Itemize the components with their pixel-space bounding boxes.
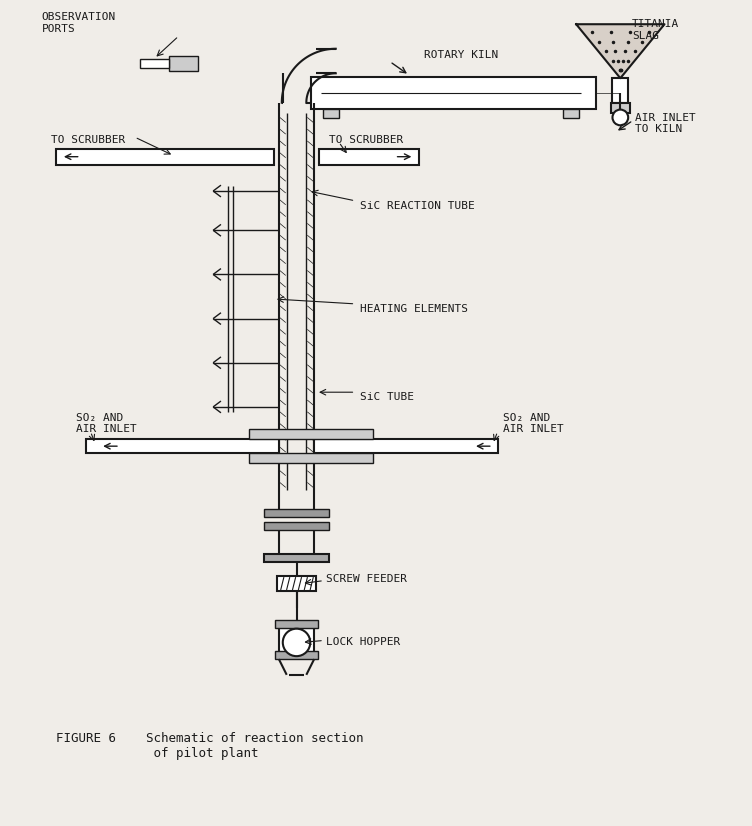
Text: TITANIA
SLAG: TITANIA SLAG	[632, 19, 679, 41]
Text: SCREW FEEDER: SCREW FEEDER	[326, 573, 407, 584]
Text: SO₂ AND
AIR INLET: SO₂ AND AIR INLET	[502, 413, 563, 434]
Text: FIGURE 6    Schematic of reaction section
             of pilot plant: FIGURE 6 Schematic of reaction section o…	[56, 732, 364, 760]
Text: ROTARY KILN: ROTARY KILN	[424, 50, 499, 59]
Bar	[279, 628, 314, 657]
Circle shape	[612, 110, 628, 126]
Bar	[264, 522, 329, 529]
Circle shape	[283, 629, 311, 656]
Bar	[275, 651, 318, 659]
Bar	[264, 509, 329, 517]
Text: HEATING ELEMENTS: HEATING ELEMENTS	[360, 304, 468, 314]
Bar	[311, 77, 596, 108]
Bar	[250, 430, 373, 439]
Bar	[277, 576, 316, 591]
Text: TO SCRUBBER: TO SCRUBBER	[51, 135, 126, 145]
Bar	[323, 108, 338, 118]
Text: LOCK HOPPER: LOCK HOPPER	[326, 638, 400, 648]
Bar	[319, 149, 419, 164]
Bar	[563, 108, 579, 118]
Text: SO₂ AND
AIR INLET: SO₂ AND AIR INLET	[76, 413, 136, 434]
Text: SiC TUBE: SiC TUBE	[360, 392, 414, 402]
Bar	[611, 102, 630, 112]
Bar	[86, 439, 279, 453]
Text: OBSERVATION
PORTS: OBSERVATION PORTS	[41, 12, 116, 34]
Polygon shape	[576, 24, 665, 78]
Text: AIR INLET
TO KILN: AIR INLET TO KILN	[635, 112, 696, 134]
Bar	[275, 620, 318, 628]
Bar	[250, 453, 373, 463]
Bar	[140, 59, 169, 69]
Text: SiC REACTION TUBE: SiC REACTION TUBE	[360, 201, 475, 211]
Text: TO SCRUBBER: TO SCRUBBER	[329, 135, 403, 145]
Bar	[612, 78, 628, 102]
Bar	[169, 55, 199, 71]
Bar	[314, 439, 498, 453]
Bar	[56, 149, 274, 164]
Bar	[264, 554, 329, 562]
